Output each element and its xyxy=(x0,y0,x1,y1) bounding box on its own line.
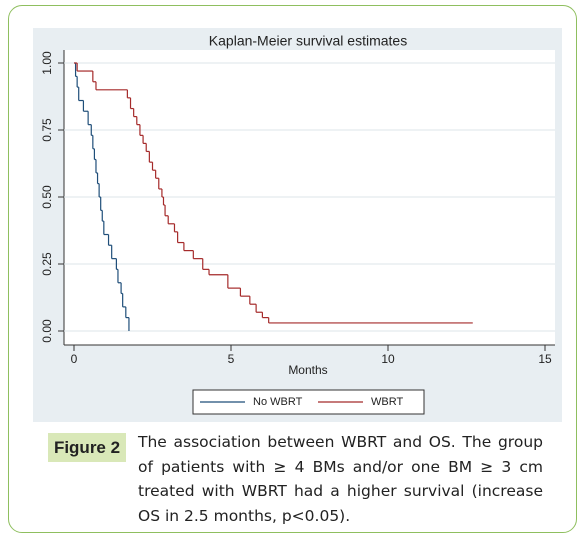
y-tick-label: 0.75 xyxy=(40,118,54,142)
frame xyxy=(8,5,577,533)
figure-label: Figure 2 xyxy=(48,433,126,462)
y-tick-label: 1.00 xyxy=(40,51,54,75)
y-tick-label: 0.50 xyxy=(40,185,54,209)
legend-label: No WBRT xyxy=(253,396,303,408)
chart: Kaplan-Meier survival estimates Months 1… xyxy=(33,28,562,422)
legend-label: WBRT xyxy=(371,396,403,408)
x-tick-label: 10 xyxy=(381,352,395,366)
chart-title: Kaplan-Meier survival estimates xyxy=(209,33,407,49)
x-tick-label: 5 xyxy=(228,352,235,366)
x-tick-label: 15 xyxy=(538,352,552,366)
x-tick-label: 0 xyxy=(71,352,78,366)
x-axis-label: Months xyxy=(288,363,327,377)
y-tick-label: 0.00 xyxy=(40,319,54,343)
caption-text: The association between WBRT and OS. The… xyxy=(138,433,543,525)
y-tick-label: 0.25 xyxy=(40,252,54,276)
